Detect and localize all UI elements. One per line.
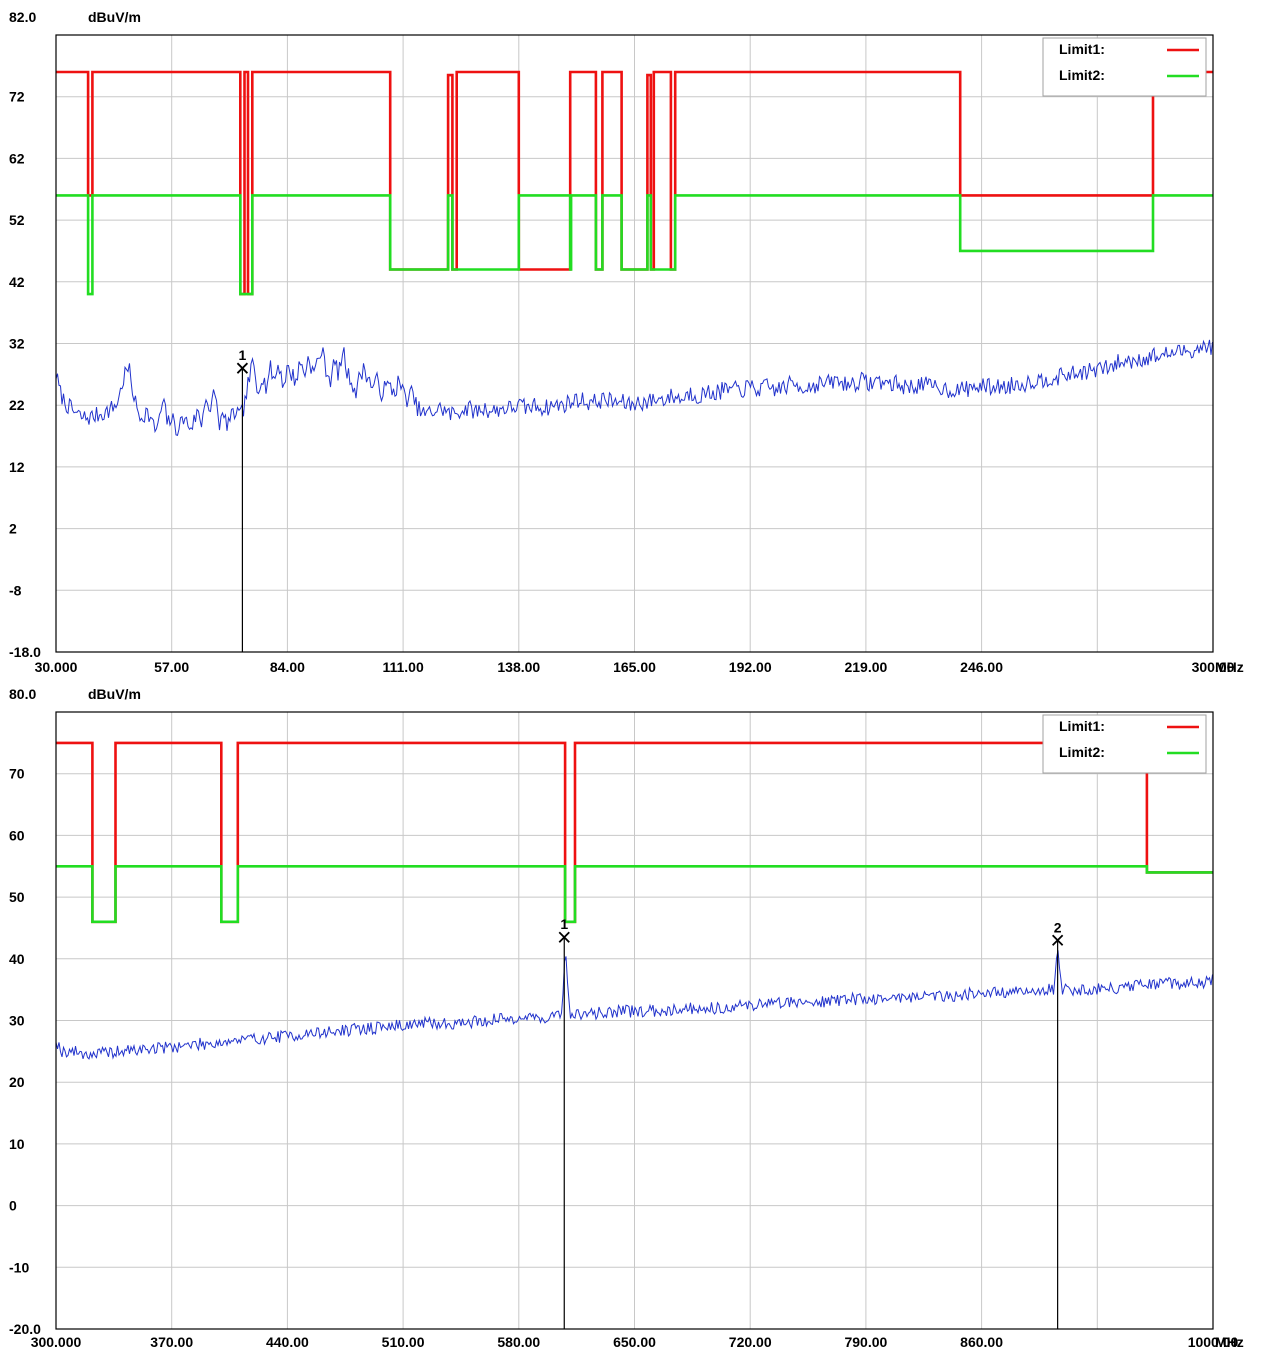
y-tick-label: 62 — [9, 150, 25, 166]
y-tick-label: 52 — [9, 212, 25, 228]
y-tick-label: 10 — [9, 1136, 25, 1152]
legend-box — [1042, 714, 1207, 774]
y-tick-label: 42 — [9, 274, 25, 290]
x-tick-label: 860.00 — [960, 1334, 1003, 1350]
y-tick-label: 72 — [9, 89, 25, 105]
measurement-trace — [55, 339, 1213, 437]
x-tick-label: 650.00 — [613, 1334, 656, 1350]
marker-label: 1 — [560, 916, 568, 932]
y-tick-label: 2 — [9, 521, 17, 537]
x-tick-label: 84.00 — [270, 659, 305, 675]
y-tick-label: 0 — [9, 1198, 17, 1214]
x-tick-label: 720.00 — [729, 1334, 772, 1350]
x-tick-label: 165.00 — [613, 659, 656, 675]
x-tick-label: 440.00 — [266, 1334, 309, 1350]
y-tick-label: 20 — [9, 1074, 25, 1090]
y-tick-label: 70 — [9, 766, 25, 782]
chart-panel-2: 70 60 50 40 30 20 10 0 -10 -20.0 80.0 dBuV/m 300.000… — [9, 686, 1244, 1350]
y-tick-label: 50 — [9, 889, 25, 905]
marker-label: 2 — [1054, 919, 1062, 935]
x-tick-label: 138.00 — [497, 659, 540, 675]
legend: Limit1: Limit2: — [1042, 37, 1207, 97]
plot-frame — [55, 711, 1214, 1330]
y-axis-unit: dBuV/m — [88, 9, 141, 25]
x-tick-label: 300.000 — [31, 1334, 82, 1350]
x-tick-label: 219.00 — [844, 659, 887, 675]
y-tick-label: -8 — [9, 582, 22, 598]
legend: Limit1: Limit2: — [1042, 714, 1207, 774]
x-tick-label: 246.00 — [960, 659, 1003, 675]
x-axis-unit: MHz — [1215, 1334, 1244, 1350]
x-tick-label: 510.00 — [382, 1334, 425, 1350]
x-tick-label: 192.00 — [729, 659, 772, 675]
y-tick-label: -18.0 — [9, 644, 41, 660]
x-tick-label: 111.00 — [382, 659, 423, 675]
y-tick-label: 30 — [9, 1013, 25, 1029]
y-tick-label: 22 — [9, 397, 25, 413]
marker-cross — [236, 362, 249, 374]
x-tick-label: 370.00 — [150, 1334, 193, 1350]
x-tick-label: 790.00 — [844, 1334, 887, 1350]
plot-frame — [55, 34, 1214, 653]
limit-line-1 — [56, 70, 1213, 296]
x-tick-label: 57.00 — [154, 659, 189, 675]
y-tick-label: 12 — [9, 459, 25, 475]
legend-label: Limit1: — [1059, 718, 1105, 734]
legend-label: Limit2: — [1059, 744, 1105, 760]
limit-line-2 — [56, 864, 1213, 924]
y-tick-label: 40 — [9, 951, 25, 967]
y-axis-top-label: 80.0 — [9, 686, 36, 702]
x-tick-label: 300.00 — [1192, 659, 1235, 675]
legend-label: Limit1: — [1059, 41, 1105, 57]
marker-label: 1 — [239, 347, 247, 363]
marker-cross — [558, 931, 570, 943]
legend-label: Limit2: — [1059, 67, 1105, 83]
y-tick-label: 32 — [9, 336, 25, 352]
legend-box — [1042, 37, 1207, 97]
x-tick-label: 1000.00 — [1188, 1334, 1239, 1350]
y-tick-label: -20.0 — [9, 1321, 41, 1337]
chart-panel-1: 72 62 52 42 32 22 12 2 -8 -18.0 82.0 dBuV/m 30.000 57… — [9, 9, 1244, 675]
x-axis-unit: MHz — [1215, 659, 1244, 675]
y-axis-top-label: 82.0 — [9, 9, 36, 25]
y-tick-label: 60 — [9, 827, 25, 843]
x-tick-label: 580.00 — [497, 1334, 540, 1350]
measurement-trace — [55, 950, 1213, 1060]
y-tick-label: -10 — [9, 1259, 29, 1275]
x-tick-label: 30.000 — [35, 659, 78, 675]
y-axis-unit: dBuV/m — [88, 686, 141, 702]
limit-line-2 — [56, 194, 1213, 296]
marker-cross — [1051, 934, 1064, 946]
